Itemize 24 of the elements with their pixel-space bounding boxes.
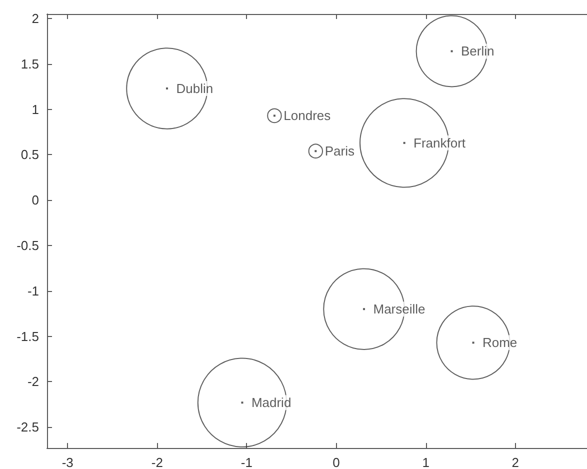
annotation: Berlin	[461, 44, 494, 59]
annotation: Rome	[482, 335, 518, 350]
x-tick-label: 1	[422, 455, 430, 469]
y-tick-label: 2	[32, 11, 39, 26]
y-tick-label: -1.5	[16, 328, 39, 344]
y-tick-label: -0.5	[16, 238, 39, 254]
y-tick-label: 1.5	[20, 56, 39, 72]
y-tick-label: -2	[27, 374, 39, 390]
annotation: Paris	[324, 144, 355, 159]
x-tick-label: 2	[512, 455, 519, 469]
x-tick-label: -1	[240, 455, 252, 469]
y-tick-label: 0.5	[20, 147, 39, 162]
annotation: Marseille	[373, 302, 426, 317]
x-tick-label: -3	[62, 455, 74, 469]
y-tick-label: -2.5	[16, 420, 39, 435]
y-tick-label: 0	[32, 192, 39, 208]
annotation: Madrid	[251, 395, 292, 410]
annotation: Frankfort	[414, 135, 466, 150]
x-tick-label: 0	[332, 455, 340, 469]
y-tick-label: -1	[27, 283, 39, 298]
x-tick-label: -2	[151, 455, 163, 469]
annotation: Londres	[284, 108, 332, 124]
y-tick-label: 1	[32, 102, 39, 117]
annotation: Dublin	[176, 80, 214, 96]
